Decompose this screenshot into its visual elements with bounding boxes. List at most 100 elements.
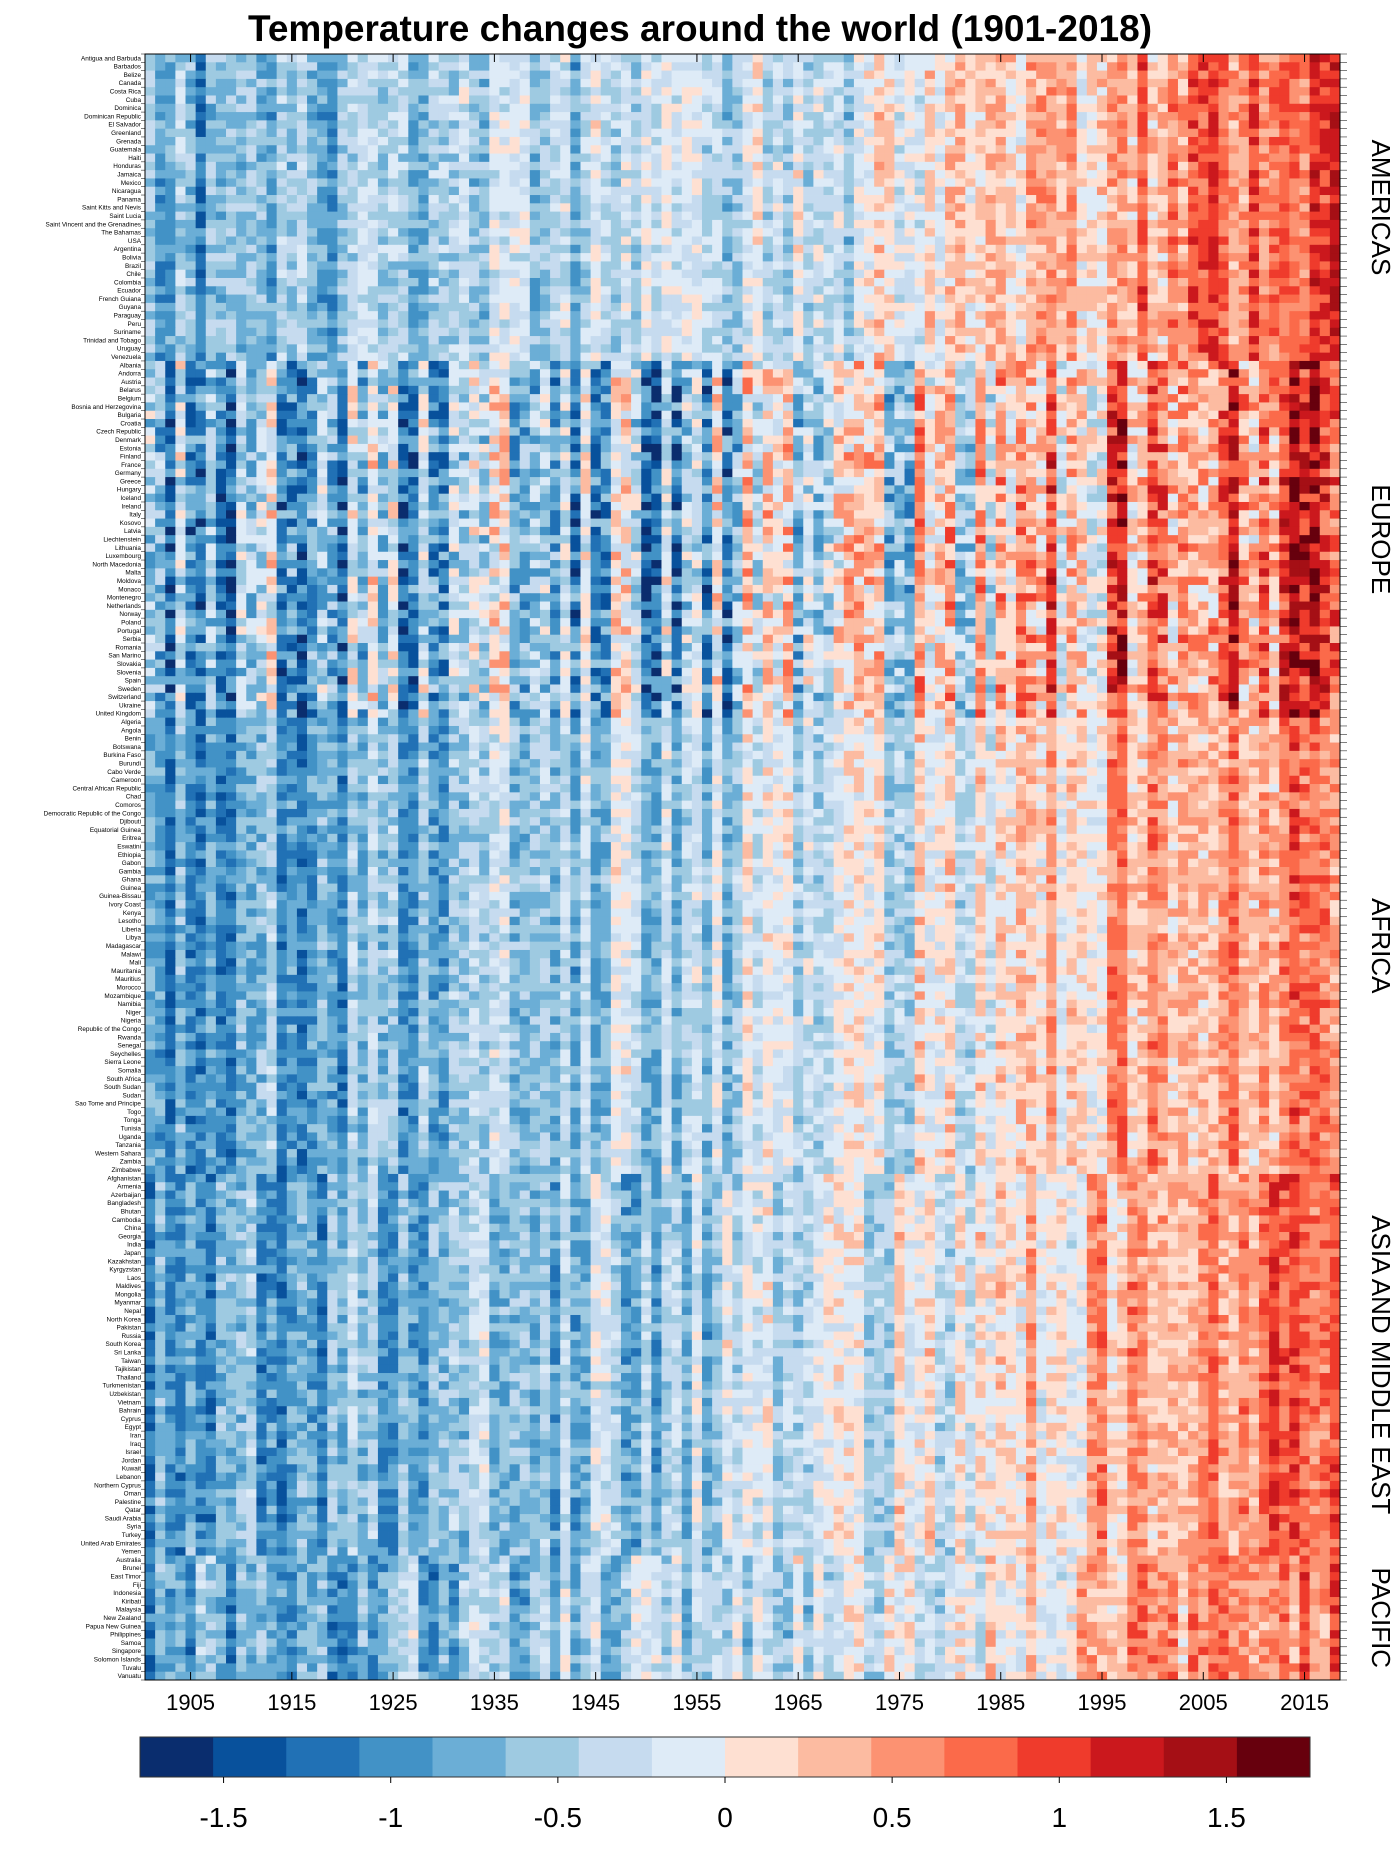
heatmap-cell bbox=[428, 377, 440, 387]
heatmap-cell bbox=[843, 294, 855, 304]
heatmap-cell bbox=[651, 70, 662, 80]
heatmap-cell bbox=[438, 402, 450, 412]
heatmap-cell bbox=[418, 195, 429, 204]
heatmap-cell bbox=[580, 120, 591, 130]
heatmap-cell bbox=[641, 336, 652, 345]
heatmap-cell bbox=[620, 302, 632, 312]
heatmap-cell bbox=[388, 62, 399, 71]
heatmap-cell bbox=[347, 336, 359, 345]
heatmap-cell bbox=[529, 178, 541, 188]
heatmap-cell bbox=[418, 352, 429, 362]
heatmap-cell bbox=[155, 360, 166, 370]
heatmap-cell bbox=[428, 369, 440, 378]
heatmap-cell bbox=[175, 236, 186, 246]
heatmap-cell bbox=[904, 219, 916, 229]
heatmap-cell bbox=[215, 327, 227, 337]
heatmap-cell bbox=[357, 385, 369, 395]
heatmap-cell bbox=[975, 277, 986, 287]
heatmap-cell bbox=[843, 344, 855, 354]
heatmap-cell bbox=[469, 112, 480, 121]
heatmap-cell bbox=[924, 145, 936, 154]
heatmap-cell bbox=[1147, 336, 1159, 345]
heatmap-cell bbox=[1248, 203, 1260, 213]
heatmap-cell bbox=[296, 377, 308, 387]
heatmap-cell bbox=[185, 344, 197, 354]
heatmap-cell bbox=[408, 402, 419, 412]
heatmap-cell bbox=[833, 228, 845, 237]
heatmap-cell bbox=[1258, 120, 1270, 130]
heatmap-cell bbox=[833, 178, 845, 188]
heatmap-cell bbox=[1036, 228, 1047, 237]
heatmap-cell bbox=[458, 261, 470, 271]
heatmap-cell bbox=[438, 203, 450, 213]
heatmap-cell bbox=[1046, 219, 1057, 229]
heatmap-cell bbox=[307, 195, 318, 204]
heatmap-cell bbox=[1086, 228, 1098, 237]
heatmap-cell bbox=[985, 327, 997, 337]
heatmap-cell bbox=[1096, 128, 1108, 138]
heatmap-cell bbox=[1218, 377, 1229, 387]
heatmap-cell bbox=[165, 78, 176, 88]
heatmap-cell bbox=[479, 319, 490, 329]
heatmap-cell bbox=[509, 95, 521, 105]
heatmap-cell bbox=[742, 336, 754, 345]
heatmap-cell bbox=[357, 112, 369, 121]
heatmap-cell bbox=[286, 112, 298, 121]
heatmap-cell bbox=[489, 120, 500, 130]
heatmap-cell bbox=[853, 87, 865, 96]
heatmap-cell bbox=[448, 311, 460, 320]
heatmap-cell bbox=[853, 344, 865, 354]
heatmap-cell bbox=[165, 302, 176, 312]
heatmap-cell bbox=[195, 286, 207, 295]
heatmap-cell bbox=[620, 112, 632, 121]
heatmap-cell bbox=[509, 78, 521, 88]
heatmap-cell bbox=[722, 385, 733, 395]
heatmap-cell bbox=[195, 327, 207, 337]
heatmap-cell bbox=[864, 112, 875, 121]
heatmap-cell bbox=[226, 161, 237, 171]
heatmap-cell bbox=[266, 377, 278, 387]
heatmap-cell bbox=[914, 120, 926, 130]
heatmap-cell bbox=[458, 269, 470, 279]
heatmap-cell bbox=[1107, 170, 1118, 179]
heatmap-cell bbox=[357, 269, 369, 279]
heatmap-cell bbox=[914, 128, 926, 138]
heatmap-cell bbox=[1279, 377, 1290, 387]
heatmap-cell bbox=[712, 120, 723, 130]
heatmap-cell bbox=[1238, 203, 1250, 213]
heatmap-cell bbox=[1056, 203, 1067, 213]
heatmap-cell bbox=[904, 311, 916, 320]
heatmap-cell bbox=[651, 186, 662, 196]
heatmap-cell bbox=[965, 195, 976, 204]
heatmap-cell bbox=[853, 228, 865, 237]
heatmap-cell bbox=[1177, 95, 1189, 105]
heatmap-cell bbox=[357, 261, 369, 271]
heatmap-cell bbox=[914, 327, 926, 337]
heatmap-cell bbox=[1329, 112, 1341, 121]
heatmap-cell bbox=[732, 269, 743, 279]
heatmap-cell bbox=[357, 377, 369, 387]
heatmap-cell bbox=[367, 244, 379, 254]
heatmap-cell bbox=[651, 103, 662, 113]
heatmap-cell bbox=[833, 360, 845, 370]
heatmap-cell bbox=[1005, 385, 1017, 395]
heatmap-cell bbox=[185, 128, 197, 138]
heatmap-cell bbox=[377, 211, 389, 221]
heatmap-cell bbox=[1005, 244, 1017, 254]
heatmap-cell bbox=[843, 219, 855, 229]
heatmap-cell bbox=[631, 311, 642, 320]
heatmap-cell bbox=[550, 54, 561, 63]
heatmap-cell bbox=[1046, 195, 1057, 204]
heatmap-cell bbox=[266, 344, 278, 354]
heatmap-cell bbox=[1319, 211, 1331, 221]
heatmap-cell bbox=[1258, 228, 1270, 237]
heatmap-cell bbox=[1319, 170, 1331, 179]
heatmap-cell bbox=[185, 261, 197, 271]
heatmap-cell bbox=[1218, 327, 1229, 337]
heatmap-cell bbox=[631, 95, 642, 105]
heatmap-cell bbox=[1056, 54, 1067, 63]
heatmap-cell bbox=[1096, 170, 1108, 179]
heatmap-cell bbox=[215, 219, 227, 229]
heatmap-cell bbox=[296, 327, 308, 337]
heatmap-cell bbox=[1218, 385, 1229, 395]
